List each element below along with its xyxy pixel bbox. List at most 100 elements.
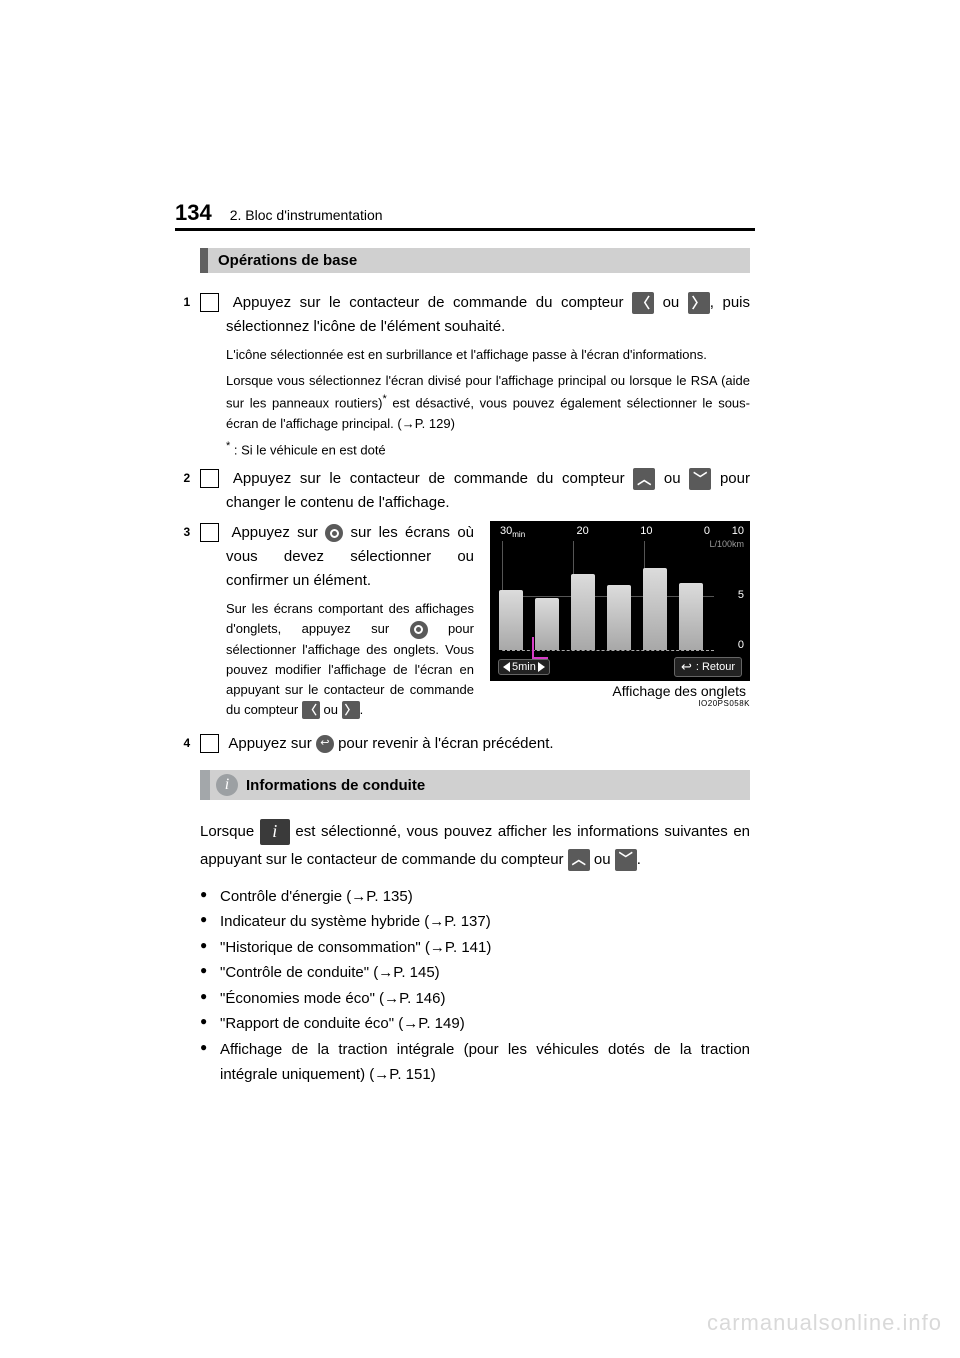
step3-text-a: Appuyez sur [231, 524, 325, 541]
center-dot-icon [410, 621, 428, 639]
chart-bar [571, 574, 595, 650]
info-bullet-item: Contrôle d'énergie (→P. 135) [200, 884, 750, 910]
step-number-4: 4 [200, 734, 219, 753]
up-icon: ︿ [568, 849, 590, 871]
info-bullet-item: Indicateur du système hybride (→P. 137) [200, 909, 750, 935]
info-bullet-item: "Contrôle de conduite" (→P. 145) [200, 960, 750, 986]
chart-plot-area [502, 541, 714, 651]
info-intro: Lorsque i est sélectionné, vous pouvez a… [200, 818, 750, 874]
bullet-text: Contrôle d'énergie ( [220, 888, 351, 905]
left-icon: 〈 [302, 701, 320, 719]
chart-y-0: 0 [738, 639, 744, 651]
step1-note1: L'icône sélectionnée est en surbrillance… [226, 345, 750, 365]
step3-row: 3 Appuyez sur sur les écrans où vous dev… [200, 521, 750, 726]
info-bullet-item: "Économies mode éco" (→P. 146) [200, 986, 750, 1012]
arrow-ref-icon: → [384, 990, 399, 1007]
bullet-page-ref: P. 149) [418, 1015, 464, 1032]
step-3: 3 Appuyez sur sur les écrans où vous dev… [226, 521, 474, 593]
step-1: 1 Appuyez sur le contacteur de commande … [226, 291, 750, 339]
subheading-label: Opérations de base [218, 252, 357, 269]
arrow-ref-icon: → [378, 964, 393, 981]
left-icon: 〈 [632, 292, 654, 314]
arrow-ref-icon: → [351, 888, 366, 905]
bullet-page-ref: P. 137) [444, 913, 490, 930]
down-icon: ﹀ [615, 849, 637, 871]
pager-label: 5min [512, 661, 536, 673]
chart-return-button[interactable]: ↩ : Retour [674, 657, 742, 677]
chart-bar [607, 585, 631, 650]
bullet-text: "Contrôle de conduite" ( [220, 964, 378, 981]
info-heading-label: Informations de conduite [244, 770, 750, 800]
center-dot-icon [325, 524, 343, 542]
arrow-ref-icon: → [429, 913, 444, 930]
consumption-chart: 30min 20 10 0 10 L/100km 5 0 [490, 521, 750, 681]
bullet-page-ref: P. 145) [393, 964, 439, 981]
step-2: 2 Appuyez sur le contacteur de commande … [226, 467, 750, 515]
step-number-3: 3 [200, 523, 219, 542]
chart-pager[interactable]: 5min [498, 659, 550, 675]
return-label: : Retour [696, 661, 735, 673]
info-bullet-item: "Historique de consommation" (→P. 141) [200, 935, 750, 961]
bullet-text: Affichage de la traction intégrale (pour… [220, 1041, 750, 1084]
chart-bottom-bar: 5min ↩ : Retour [498, 657, 742, 677]
page-number: 134 [175, 200, 212, 226]
chart-bar [679, 583, 703, 651]
bullet-page-ref: P. 146) [399, 990, 445, 1007]
subheading-basic-ops: Opérations de base [200, 248, 750, 273]
arrow-ref-icon: → [402, 416, 415, 431]
bullet-page-ref: P. 151) [389, 1066, 435, 1083]
bullet-text: "Historique de consommation" ( [220, 939, 430, 956]
chevron-right-icon [538, 662, 545, 672]
section-title: 2. Bloc d'instrumentation [230, 207, 383, 223]
up-icon: ︿ [633, 468, 655, 490]
chart-y-5: 5 [738, 589, 744, 601]
return-icon: ↩ [681, 659, 692, 675]
step3-note: Sur les écrans comportant des affichages… [226, 599, 474, 720]
arrow-ref-icon: → [374, 1066, 389, 1083]
header-rule [175, 228, 755, 231]
chart-y-10: 10 [732, 525, 744, 537]
right-icon: 〉 [342, 701, 360, 719]
step2-text-b: ou [664, 470, 689, 487]
watermark: carmanualsonline.info [707, 1310, 942, 1336]
info-heading-icon-col: i [210, 770, 244, 800]
page-header: 134 2. Bloc d'instrumentation [175, 200, 755, 226]
step1-footnote: * : Si le véhicule en est doté [226, 440, 750, 457]
info-tile-icon: i [260, 819, 290, 845]
chart-bar [499, 590, 523, 650]
bullet-text: "Rapport de conduite éco" ( [220, 1015, 403, 1032]
info-i-icon: i [216, 774, 238, 796]
step-4: 4 Appuyez sur ↩ pour revenir à l'écran p… [226, 732, 750, 756]
step4-text-a: Appuyez sur [228, 735, 316, 752]
step1-text-a: Appuyez sur le contacteur de commande du… [233, 294, 632, 311]
chart-x-labels: 30min 20 10 0 [500, 525, 710, 539]
bullet-text: Indicateur du système hybride ( [220, 913, 429, 930]
info-heading-bar: i Informations de conduite [200, 770, 750, 800]
bullet-text: "Économies mode éco" ( [220, 990, 384, 1007]
chevron-left-icon [503, 662, 510, 672]
chart-bar [643, 568, 667, 650]
info-bullet-item: Affichage de la traction intégrale (pour… [200, 1037, 750, 1088]
step-number-1: 1 [200, 293, 219, 312]
chart-y-unit: L/100km [709, 539, 744, 549]
step1-text-b: ou [663, 294, 688, 311]
info-bullet-item: "Rapport de conduite éco" (→P. 149) [200, 1011, 750, 1037]
right-icon: 〉 [688, 292, 710, 314]
down-icon: ﹀ [689, 468, 711, 490]
bullet-page-ref: P. 135) [366, 888, 412, 905]
page-content: Opérations de base 1 Appuyez sur le cont… [200, 248, 750, 1088]
step-number-2: 2 [200, 469, 219, 488]
arrow-ref-icon: → [430, 939, 445, 956]
info-bullet-list: Contrôle d'énergie (→P. 135)Indicateur d… [200, 884, 750, 1088]
tab-pointer-icon [532, 637, 548, 659]
step2-text-a: Appuyez sur le contacteur de commande du… [233, 470, 633, 487]
step4-text-b: pour revenir à l'écran précédent. [338, 735, 554, 752]
chart-panel: 30min 20 10 0 10 L/100km 5 0 [490, 521, 750, 708]
page: 134 2. Bloc d'instrumentation Opérations… [0, 0, 960, 1358]
arrow-ref-icon: → [403, 1015, 418, 1032]
chart-image-code: IO20PS058K [490, 699, 750, 708]
chart-caption: Affichage des onglets [490, 683, 750, 699]
back-circle-icon: ↩ [316, 735, 334, 753]
step1-note2: Lorsque vous sélectionnez l'écran divisé… [226, 371, 750, 434]
bullet-page-ref: P. 141) [445, 939, 491, 956]
